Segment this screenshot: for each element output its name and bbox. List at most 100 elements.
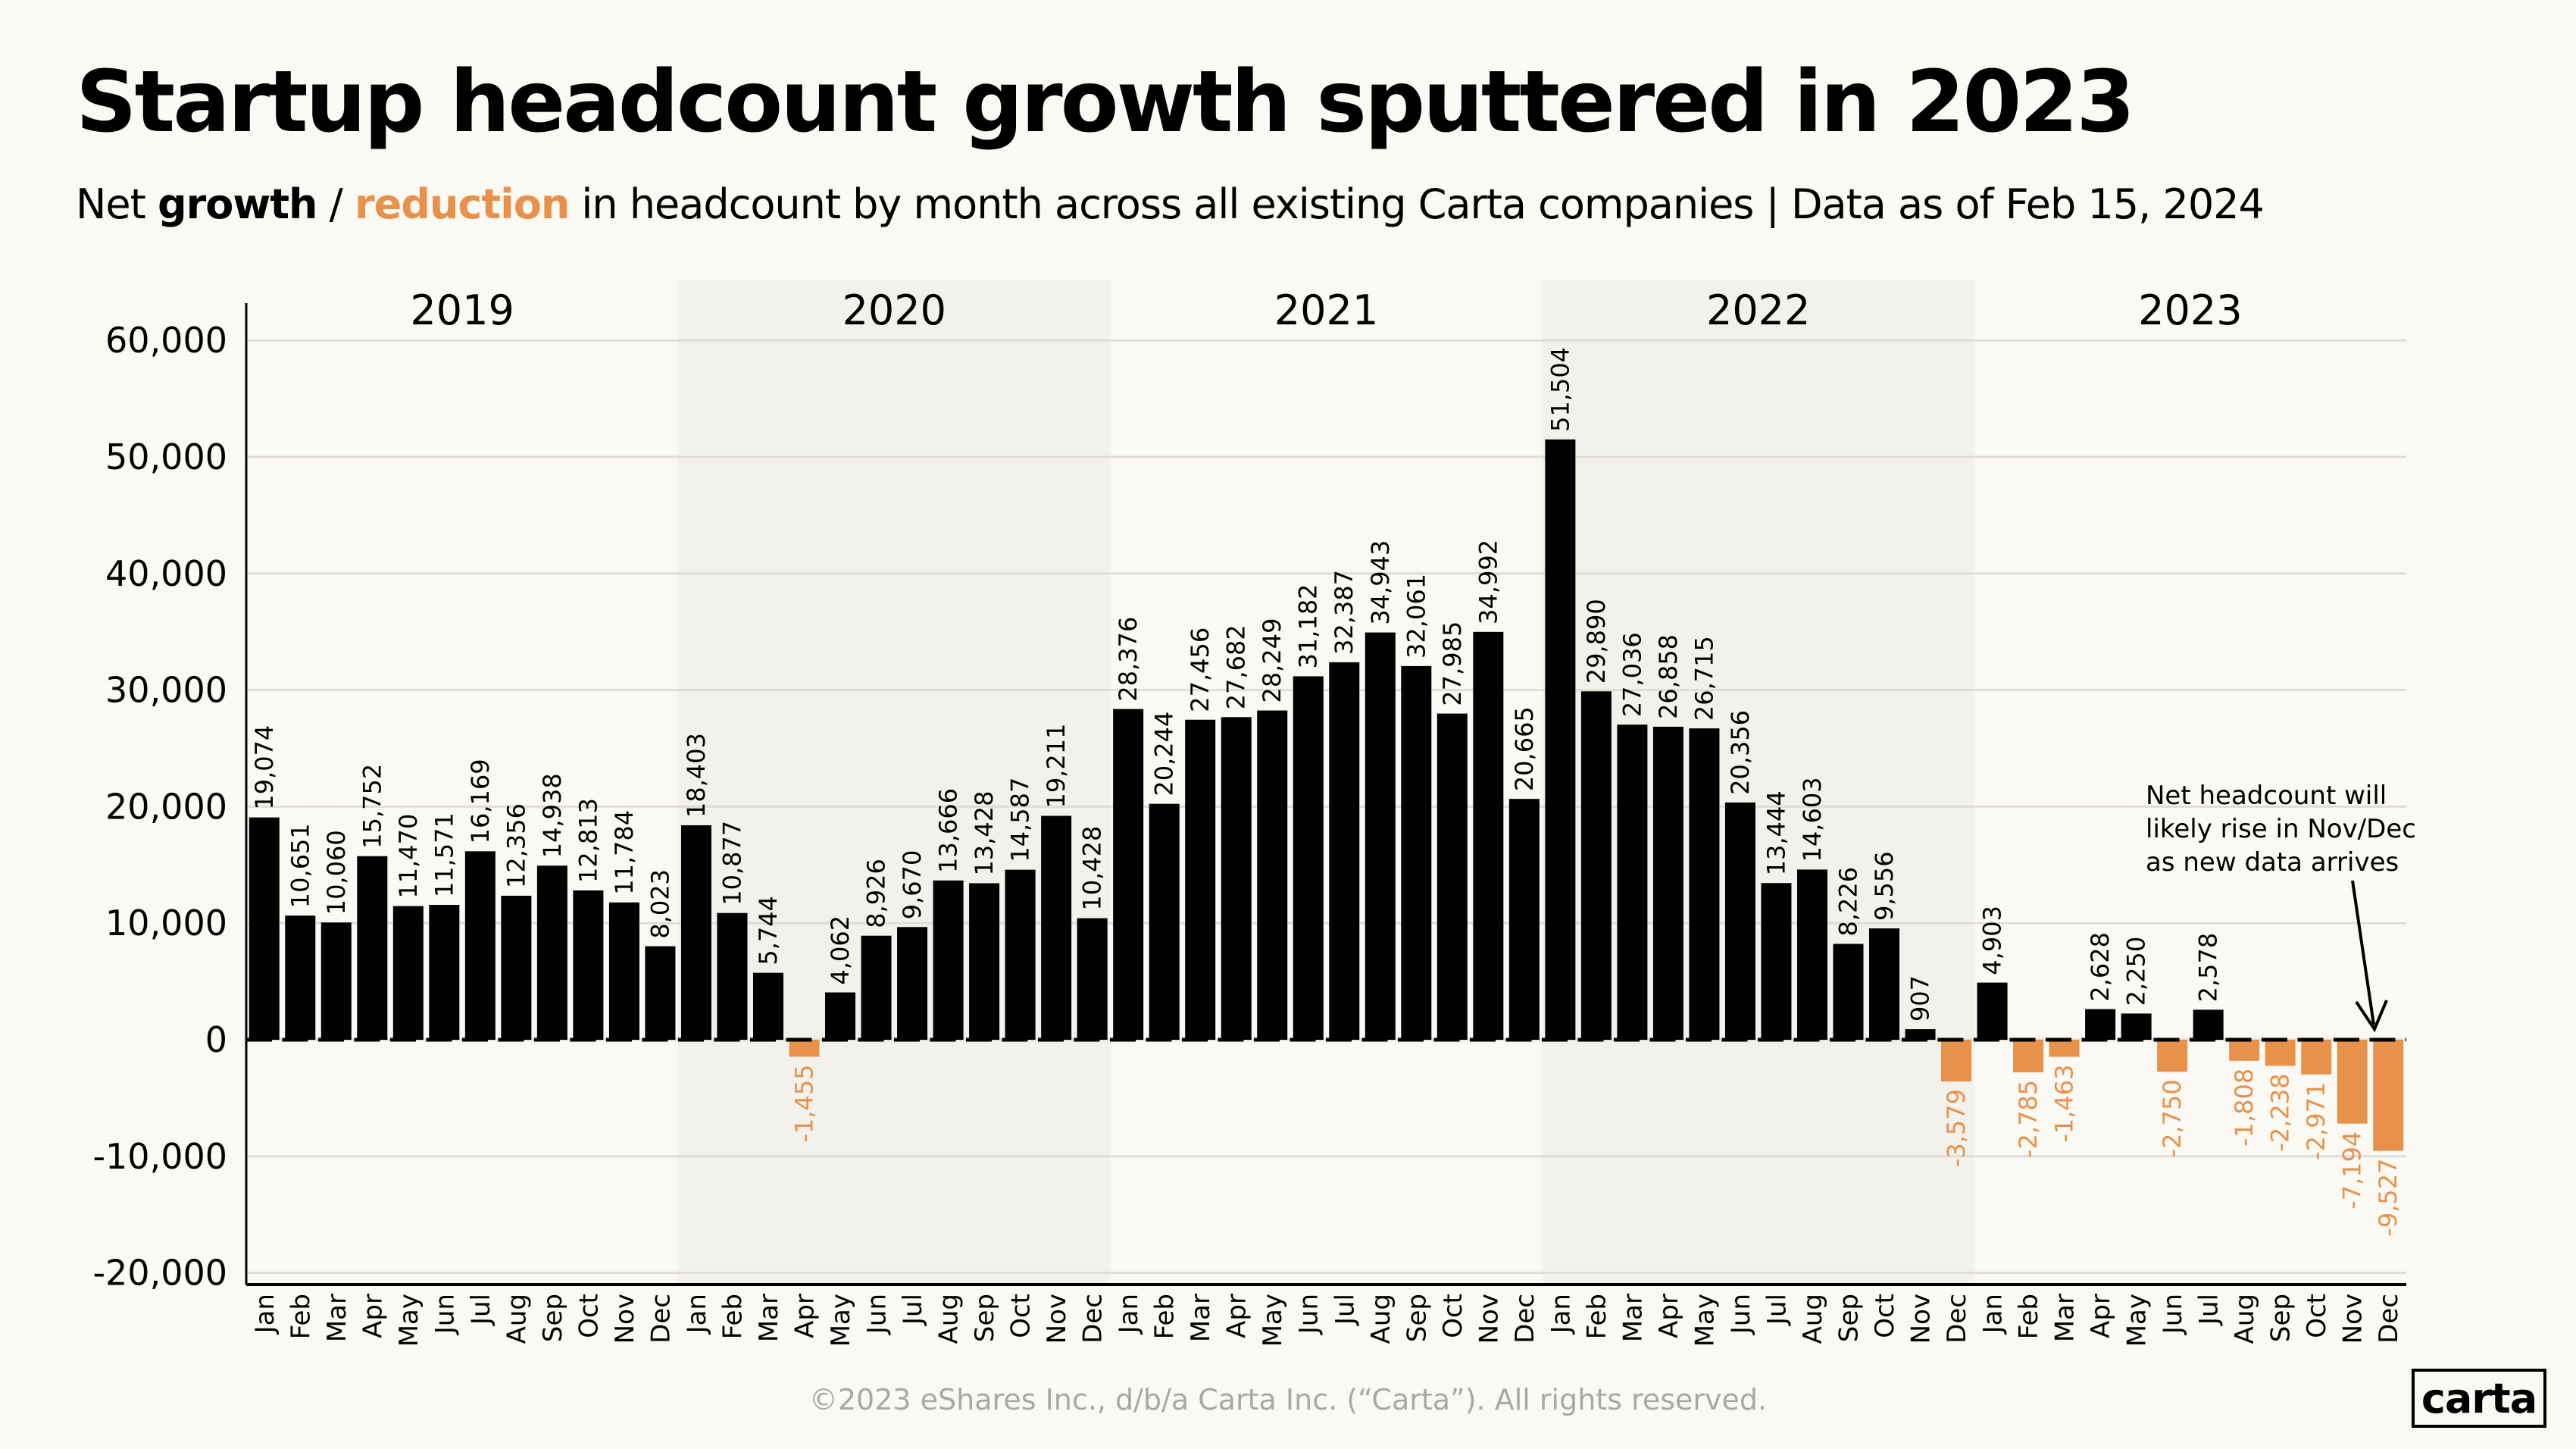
bar — [429, 905, 460, 1040]
subtitle-reduction: reduction — [355, 180, 570, 228]
bar — [2301, 1040, 2332, 1075]
month-label: Jan — [1546, 1294, 1576, 1335]
data-label: 18,403 — [682, 733, 711, 818]
month-label: Mar — [322, 1294, 352, 1342]
bar — [1580, 691, 1612, 1040]
month-label: Oct — [574, 1294, 604, 1338]
data-label: 28,376 — [1114, 617, 1143, 702]
data-label: 20,356 — [1726, 710, 1755, 795]
month-label: May — [1258, 1294, 1288, 1347]
data-label: 26,858 — [1654, 634, 1683, 719]
y-tick-label: 50,000 — [105, 437, 227, 477]
bar — [1077, 918, 1108, 1040]
y-tick-label: 0 — [205, 1019, 227, 1060]
data-label: 31,182 — [1294, 584, 1323, 668]
bar — [501, 895, 532, 1040]
month-label: Feb — [2014, 1294, 2044, 1339]
month-label: Jul — [466, 1294, 496, 1326]
bar — [1796, 869, 1827, 1040]
year-label: 2023 — [2138, 286, 2242, 334]
chart-subtitle: Net growth / reduction in headcount by m… — [76, 180, 2265, 228]
bar — [1005, 869, 1036, 1040]
y-tick-label: 30,000 — [105, 670, 227, 711]
month-label: Nov — [610, 1294, 640, 1344]
bar — [1221, 717, 1252, 1040]
month-label: Sep — [970, 1294, 1000, 1342]
logo-text: carta — [2421, 1374, 2537, 1422]
bar — [608, 902, 639, 1040]
bar — [969, 883, 1000, 1040]
bar — [2265, 1040, 2296, 1066]
annotation-arrow — [2351, 880, 2375, 1025]
bar — [752, 972, 783, 1040]
bar — [536, 865, 567, 1040]
month-label: Aug — [2230, 1294, 2260, 1344]
year-band — [678, 280, 1111, 1285]
data-label: 8,926 — [862, 859, 891, 928]
bar — [573, 890, 604, 1040]
data-label: 34,943 — [1366, 540, 1395, 625]
data-label: 2,578 — [2194, 933, 2223, 1003]
bar — [1833, 944, 1864, 1040]
data-label: 5,744 — [754, 896, 783, 965]
data-label: 51,504 — [1546, 347, 1574, 432]
month-label: May — [1690, 1294, 1720, 1347]
data-label: 2,250 — [2122, 937, 2151, 1006]
data-label: 15,752 — [358, 764, 386, 849]
month-label: Sep — [1402, 1294, 1432, 1342]
month-label: Dec — [1078, 1294, 1108, 1344]
bar — [1257, 710, 1288, 1040]
data-label: -2,971 — [2302, 1082, 2331, 1160]
month-label: May — [394, 1294, 424, 1347]
month-label: Mar — [1618, 1294, 1648, 1342]
data-label: 12,813 — [574, 798, 602, 883]
y-tick-label: 10,000 — [105, 903, 227, 944]
month-label: Apr — [1654, 1294, 1684, 1338]
month-label: Nov — [2338, 1294, 2368, 1344]
data-label: -9,527 — [2374, 1159, 2402, 1237]
data-label: 4,062 — [826, 915, 855, 985]
data-label: 11,470 — [394, 814, 423, 899]
bar — [1617, 724, 1648, 1040]
bar — [1545, 439, 1576, 1040]
data-label: -2,785 — [2014, 1080, 2043, 1158]
data-label: 907 — [1906, 975, 1935, 1022]
data-label: 32,387 — [1330, 570, 1358, 655]
data-label: -7,194 — [2338, 1131, 2367, 1210]
month-label: Jun — [2158, 1294, 2188, 1335]
month-label: Sep — [1834, 1294, 1864, 1342]
annotation-line: Net headcount will — [2146, 781, 2387, 811]
month-label: Feb — [717, 1294, 748, 1339]
data-label: 8,023 — [646, 869, 674, 939]
year-label: 2021 — [1274, 286, 1378, 334]
bar — [357, 856, 388, 1040]
year-label: 2022 — [1706, 286, 1810, 334]
data-label: 13,444 — [1762, 790, 1790, 875]
month-label: Apr — [790, 1294, 821, 1338]
data-label: -1,455 — [790, 1064, 819, 1142]
data-label: 9,670 — [898, 850, 927, 920]
bar — [2373, 1040, 2404, 1151]
data-label: 28,249 — [1258, 618, 1286, 703]
data-label: 4,903 — [1978, 906, 2007, 975]
data-label: 27,456 — [1186, 627, 1215, 712]
month-label: Aug — [934, 1294, 964, 1344]
bar — [717, 912, 748, 1040]
copyright-footer: ©2023 eShares Inc., d/b/a Carta Inc. (“C… — [808, 1383, 1768, 1416]
bar — [1365, 632, 1396, 1040]
month-label: May — [2122, 1294, 2152, 1347]
month-label: Apr — [1222, 1294, 1252, 1338]
data-label: 14,587 — [1006, 778, 1035, 862]
month-label: Jan — [1978, 1294, 2009, 1335]
data-label: 13,666 — [934, 788, 963, 873]
month-label: Oct — [1438, 1294, 1468, 1338]
month-label: Nov — [1906, 1294, 1937, 1344]
month-label: Jul — [1330, 1294, 1360, 1326]
month-label: Jul — [1762, 1294, 1792, 1326]
month-label: Oct — [1006, 1294, 1036, 1338]
annotation-line: likely rise in Nov/Dec — [2146, 814, 2416, 844]
bar — [392, 906, 424, 1040]
bar — [1329, 662, 1360, 1040]
month-label: May — [826, 1294, 856, 1347]
